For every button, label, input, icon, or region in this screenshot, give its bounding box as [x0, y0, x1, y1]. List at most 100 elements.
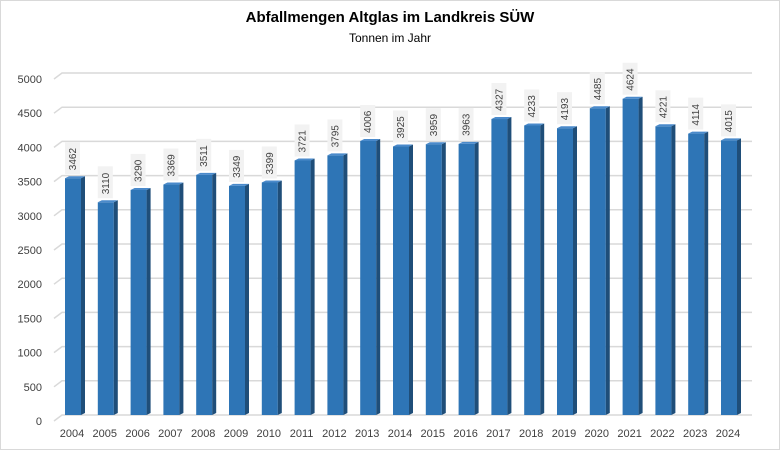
data-label: 3369 — [166, 154, 177, 177]
x-tick-label: 2020 — [585, 428, 609, 440]
x-tick-label: 2004 — [60, 428, 84, 440]
data-label: 3349 — [232, 155, 243, 178]
y-tick-label: 5000 — [18, 74, 42, 86]
gridline — [53, 106, 752, 114]
x-tick-label: 2012 — [322, 428, 346, 440]
gridline — [53, 380, 752, 388]
bar-side — [540, 123, 545, 415]
y-tick-label: 3000 — [18, 211, 42, 223]
x-tick-label: 2023 — [683, 428, 707, 440]
x-tick-label: 2007 — [158, 428, 182, 440]
bar-side — [671, 124, 676, 415]
bar-top — [688, 131, 709, 134]
y-tick-label: 4500 — [18, 108, 42, 120]
data-label: 4006 — [363, 110, 374, 133]
bar-top — [524, 123, 545, 126]
data-label: 3795 — [330, 125, 341, 148]
gridline — [53, 72, 752, 80]
gridline — [53, 243, 752, 251]
bar-top — [721, 138, 741, 141]
bar-top — [261, 180, 282, 183]
data-label-bg — [655, 90, 671, 123]
bar-side — [343, 153, 348, 415]
x-tick-label: 2024 — [716, 428, 740, 440]
data-label-bg — [229, 149, 244, 182]
bar-top — [491, 117, 512, 120]
data-label-bg — [130, 153, 146, 186]
bar-side — [212, 172, 217, 415]
data-label: 4485 — [593, 78, 604, 101]
y-tick-label: 2500 — [18, 245, 42, 257]
bar-side — [638, 96, 643, 416]
data-label-bg — [393, 110, 408, 143]
x-tick-label: 2017 — [486, 428, 510, 440]
data-label-bg — [65, 142, 80, 175]
bar — [163, 184, 180, 415]
data-label: 3925 — [396, 116, 407, 139]
x-tick-label: 2016 — [453, 428, 477, 440]
data-label-bg — [524, 89, 540, 122]
bar-side — [409, 144, 413, 415]
x-tick-label: 2015 — [421, 428, 445, 440]
bar — [65, 178, 81, 415]
data-label: 4193 — [560, 98, 571, 121]
bar-side — [704, 131, 709, 415]
x-tick-label: 2010 — [257, 428, 281, 440]
gridline — [53, 140, 752, 148]
bar-side — [113, 200, 118, 415]
bar — [589, 108, 606, 415]
data-label-bg — [360, 104, 376, 137]
bar — [130, 189, 147, 415]
bar-top — [163, 182, 184, 185]
bar-top — [360, 138, 381, 141]
bar — [196, 174, 213, 415]
bar — [425, 144, 442, 415]
bar — [229, 185, 245, 415]
bar — [491, 119, 508, 415]
bar — [721, 140, 737, 415]
bar — [458, 143, 475, 416]
bar-top — [196, 172, 217, 175]
data-label: 4327 — [494, 88, 505, 111]
x-tick-label: 2009 — [224, 428, 248, 440]
bar — [557, 128, 573, 416]
x-tick-label: 2011 — [290, 428, 314, 440]
data-label-bg — [589, 72, 605, 105]
bar — [393, 146, 409, 415]
data-label: 3290 — [134, 159, 145, 182]
gridline — [53, 414, 752, 422]
chart-title: Abfallmengen Altglas im Landkreis SÜW — [245, 9, 535, 26]
data-label: 4221 — [658, 96, 669, 119]
bar — [97, 202, 114, 415]
bar-top — [622, 96, 643, 99]
gridline — [53, 345, 752, 354]
y-tick-label: 1000 — [18, 348, 42, 360]
data-label-bg — [163, 148, 179, 181]
bar-top — [327, 153, 348, 156]
data-label-bg — [425, 108, 441, 141]
y-tick-label: 500 — [24, 382, 42, 394]
x-tick-label: 2018 — [519, 428, 543, 440]
data-label: 4233 — [527, 95, 538, 118]
x-tick-label: 2006 — [125, 428, 149, 440]
bar — [622, 98, 639, 416]
bar-side — [507, 117, 512, 415]
y-tick-label: 0 — [36, 416, 42, 428]
x-tick-label: 2013 — [355, 428, 379, 440]
bar-top — [130, 187, 151, 190]
bar-side — [376, 138, 381, 415]
data-label: 3399 — [265, 152, 276, 175]
bar — [261, 182, 278, 415]
data-label-bg — [622, 62, 638, 95]
data-label: 3110 — [101, 172, 112, 194]
y-tick-label: 4000 — [18, 142, 42, 154]
bar — [360, 140, 377, 415]
x-tick-label: 2021 — [617, 428, 641, 440]
data-label: 3959 — [429, 114, 440, 137]
bar-side — [179, 182, 184, 415]
gridline — [53, 174, 752, 183]
bar-side — [474, 141, 479, 416]
x-tick-label: 2022 — [650, 428, 674, 440]
bar — [655, 126, 672, 415]
